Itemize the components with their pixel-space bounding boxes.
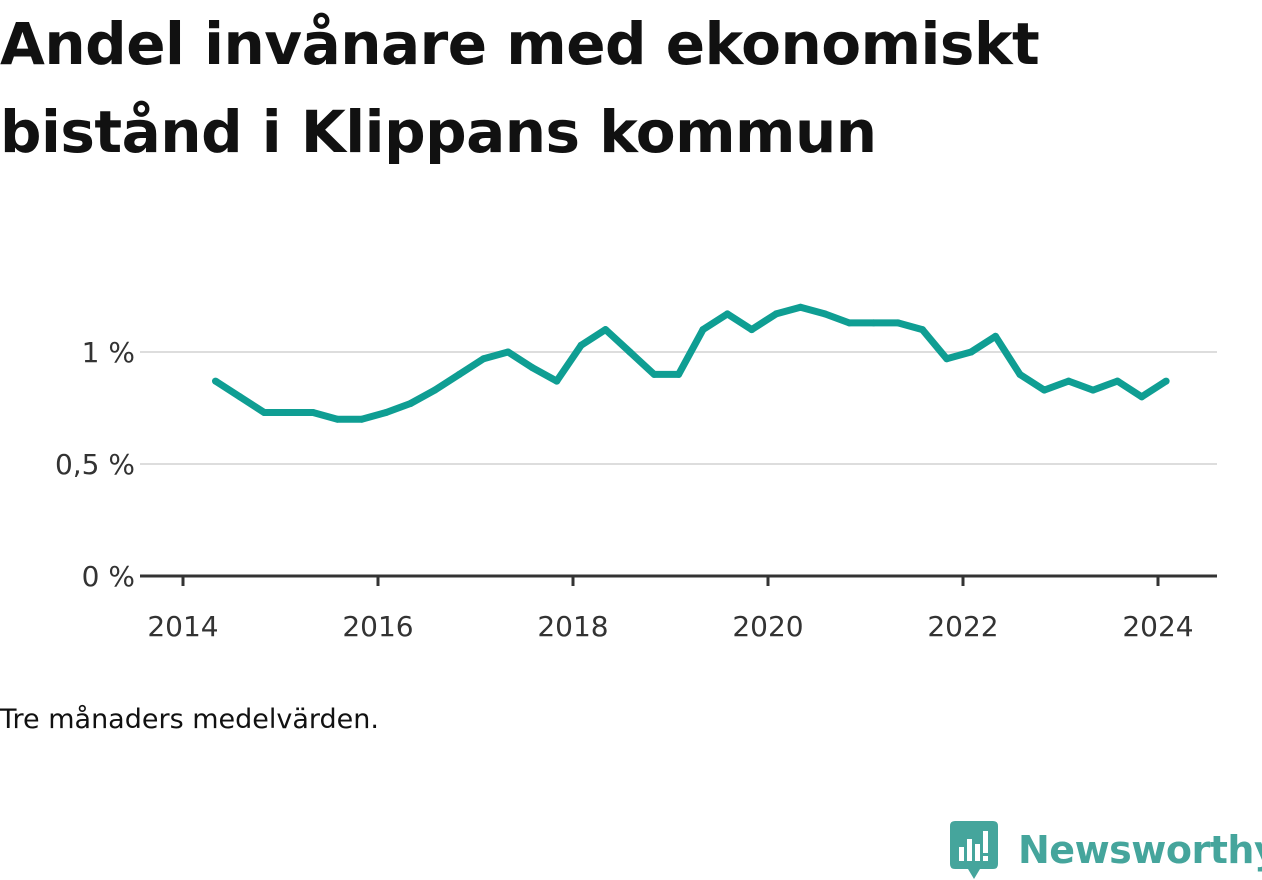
data-point (602, 326, 609, 334)
data-point (723, 310, 731, 318)
data-point (309, 408, 317, 416)
data-point (992, 332, 999, 340)
data-point (285, 408, 293, 416)
data-point (894, 319, 902, 327)
data-point (382, 408, 390, 416)
brand-name: Newsworthy (1018, 828, 1262, 872)
data-point (333, 415, 341, 423)
data-point (1089, 386, 1097, 394)
data-point (772, 310, 780, 318)
data-point (626, 348, 634, 356)
y-tick-label: 0 % (82, 560, 135, 593)
y-tick-label: 1 % (82, 336, 135, 369)
data-point (577, 341, 585, 349)
data-point (1065, 377, 1073, 385)
series-layer (212, 303, 1170, 423)
chart-note: Tre månaders medelvärden. (0, 704, 379, 735)
data-point (528, 364, 536, 372)
data-point (358, 415, 366, 423)
data-point (455, 370, 463, 378)
data-point (1138, 393, 1146, 401)
data-point (943, 355, 951, 363)
data-point (821, 310, 829, 318)
data-point (845, 319, 853, 327)
x-tick-label: 2020 (732, 610, 803, 643)
data-point (504, 348, 512, 356)
gridlines (140, 351, 1217, 465)
newsworthy-logo: Newsworthy (950, 820, 1262, 880)
data-point (918, 326, 926, 334)
data-point (967, 348, 975, 356)
chart-title: Andel invånare med ekonomiskt bistånd i … (0, 10, 1040, 166)
data-point (1016, 370, 1024, 378)
data-point (1040, 386, 1048, 394)
x-tick-label: 2016 (342, 610, 413, 643)
x-tick-label: 2022 (927, 610, 998, 643)
x-axis: 2014 2016 2018 2020 2022 2024 (140, 574, 1217, 643)
data-point (236, 393, 244, 401)
data-point (748, 326, 756, 334)
data-point (212, 377, 219, 385)
data-point (675, 370, 683, 378)
data-point (699, 326, 707, 334)
data-point (1113, 377, 1121, 385)
data-point (797, 303, 804, 311)
data-point (870, 319, 878, 327)
x-tick-label: 2018 (537, 610, 608, 643)
x-tick-label: 2014 (147, 610, 218, 643)
data-point (407, 400, 414, 408)
data-point (1162, 377, 1170, 385)
data-point (553, 377, 561, 385)
x-tick-label: 2024 (1122, 610, 1193, 643)
y-axis-tick-labels: 0 % 0,5 % 1 % (55, 336, 135, 593)
newsworthy-logo-icon (950, 821, 998, 879)
data-point (260, 408, 268, 416)
data-point (650, 370, 658, 378)
series-line (213, 303, 1168, 423)
y-tick-label: 0,5 % (55, 448, 135, 481)
data-point (480, 355, 488, 363)
data-point (431, 386, 439, 394)
line-chart: 0 % 0,5 % 1 % 2014 2016 2018 2020 2022 2024 (55, 303, 1217, 643)
